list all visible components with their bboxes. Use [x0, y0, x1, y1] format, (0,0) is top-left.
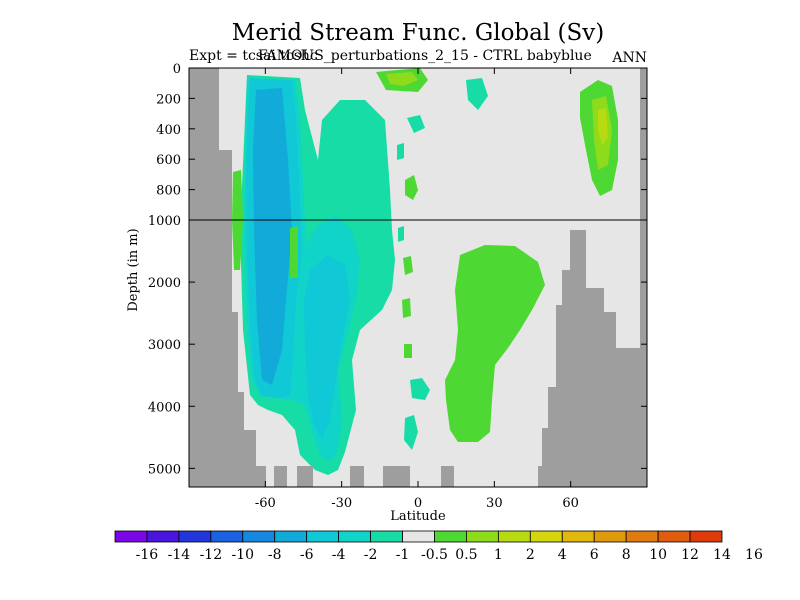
- chart-subtitle-overlap: FAMOUS_perturbations_2_15 - CTRL babyblu…: [258, 48, 592, 64]
- colorbar-label: 14: [713, 547, 731, 563]
- chart-title: Merid Stream Func. Global (Sv): [232, 20, 604, 46]
- colorbar-swatch: [242, 530, 276, 543]
- y-tick-label: 400: [156, 123, 181, 138]
- contour-surface-blob-1-core: [386, 72, 418, 86]
- colorbar-label: 16: [745, 547, 763, 563]
- y-tick-label: 1000: [148, 214, 181, 229]
- colorbar-swatch: [210, 530, 244, 543]
- colorbar: -16 -14 -12 -10 -8 -6 -4 -2 -1 -0.5 0.5 1 2 4 6 8 10 12 14…: [114, 530, 763, 563]
- colorbar-swatch: [466, 530, 499, 543]
- colorbar-swatch: [625, 530, 659, 543]
- y-tick-label: 0: [173, 62, 181, 77]
- colorbar-swatch: [178, 530, 212, 543]
- colorbar-swatch: [529, 530, 563, 543]
- colorbar-swatch: [338, 530, 371, 543]
- colorbar-swatch: [689, 530, 723, 543]
- colorbar-swatch: [306, 530, 340, 543]
- contour-pos-equator-3: [402, 298, 411, 318]
- colorbar-label: -2: [364, 547, 378, 563]
- colorbar-label: -6: [300, 547, 314, 563]
- plot-area: [188, 67, 648, 488]
- contour-pos-equator-5: [404, 415, 418, 450]
- contour-surface-blob-2: [466, 78, 488, 110]
- colorbar-label: 10: [649, 547, 667, 563]
- colorbar-label: 2: [526, 547, 535, 563]
- colorbar-swatch: [657, 530, 691, 543]
- contour-pos-south-margin-2: [290, 226, 298, 278]
- land-mask: [189, 68, 647, 487]
- colorbar-label: -16: [136, 547, 159, 563]
- x-tick-label: 0: [414, 496, 422, 511]
- contour-pos-equator-4: [404, 344, 412, 358]
- chart-subtitle-left: Expt = tcsai tcshc: [189, 48, 318, 64]
- colorbar-swatch: [434, 530, 467, 543]
- contour-pos-equator-1: [405, 175, 418, 200]
- x-tick-label: -30: [331, 496, 352, 511]
- colorbar-label: -0.5: [421, 547, 448, 563]
- x-tick-label: 60: [562, 496, 579, 511]
- colorbar-label: 0.5: [455, 547, 477, 563]
- colorbar-swatch: [593, 530, 627, 543]
- x-tick-label: -60: [255, 496, 276, 511]
- contour-neg6-core: [253, 88, 292, 385]
- contour-neg-equator-9: [407, 115, 425, 133]
- contour-pos05-north: [445, 245, 545, 442]
- colorbar-label: -1: [396, 547, 410, 563]
- y-tick-label: 600: [156, 153, 181, 168]
- contour-neg1-upper-blob: [330, 118, 362, 175]
- y-tick-label: 3000: [148, 338, 181, 353]
- y-tick-label: 4000: [148, 400, 181, 415]
- colorbar-label: -14: [168, 547, 191, 563]
- colorbar-label: 1: [494, 547, 503, 563]
- colorbar-label: -4: [332, 547, 346, 563]
- y-axis: 0 200 400 600 800 1000 2000 3000 4000 5000: [148, 62, 647, 477]
- colorbar-label: -12: [200, 547, 223, 563]
- y-tick-label: 2000: [148, 276, 181, 291]
- y-tick-label: 200: [156, 92, 181, 107]
- contour-pos-equator-6: [410, 378, 430, 400]
- x-axis-label: Latitude: [390, 509, 446, 524]
- contour-neg4-lobe: [304, 255, 350, 440]
- season-label: ANN: [611, 50, 647, 66]
- y-tick-label: 800: [156, 184, 181, 199]
- colorbar-label: 8: [622, 547, 631, 563]
- contour-neg-equator-7: [397, 143, 404, 160]
- y-tick-label: 5000: [148, 462, 181, 477]
- contour-neg-equator-8: [398, 226, 404, 242]
- colorbar-swatch: [497, 530, 531, 543]
- x-tick-label: 30: [486, 496, 503, 511]
- contour-pos-equator-2: [403, 256, 413, 275]
- colorbar-label: 4: [558, 547, 567, 563]
- colorbar-swatch: [274, 530, 308, 543]
- colorbar-label: -10: [232, 547, 255, 563]
- x-axis: -60 -30 0 30 60: [255, 68, 579, 511]
- colorbar-swatch: [146, 530, 180, 543]
- colorbar-label: -8: [268, 547, 282, 563]
- colorbar-label: 12: [681, 547, 699, 563]
- colorbar-swatch: [561, 530, 595, 543]
- colorbar-label: 6: [590, 547, 599, 563]
- y-axis-label: Depth (in m): [126, 228, 141, 311]
- colorbar-swatch: [370, 530, 403, 543]
- colorbar-swatch: [402, 530, 435, 543]
- contour-pos-north-highlat-inner: [598, 108, 608, 145]
- colorbar-swatch: [114, 530, 148, 543]
